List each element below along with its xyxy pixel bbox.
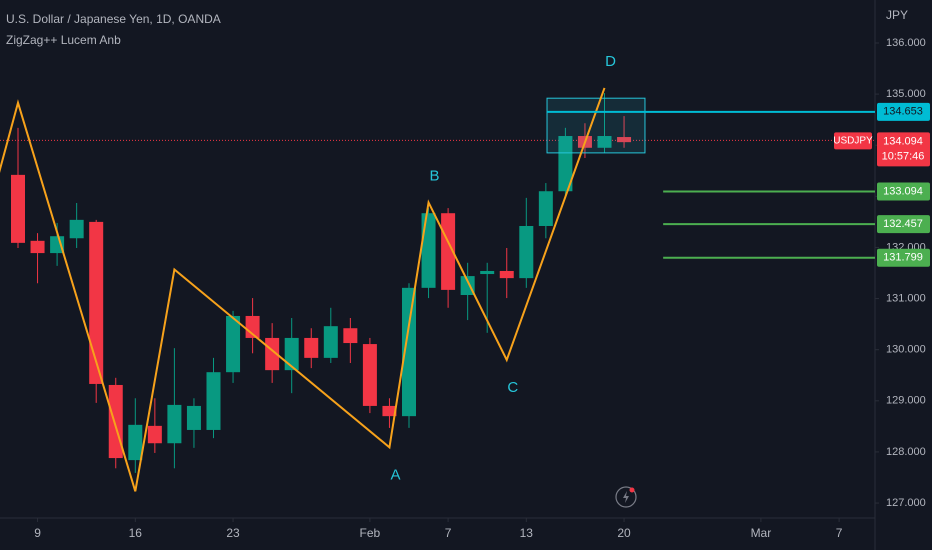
candle-body [519,225,534,279]
candle-body [89,221,104,384]
countdown-label: 10:57:46 [882,150,925,162]
pivot-label: A [390,466,400,483]
candle-body [343,328,358,344]
level-tag-label: 132.457 [883,218,923,230]
indicator-name: ZigZag++ Lucem Anb [6,33,121,47]
candle-body [441,213,456,290]
x-tick-label: 16 [129,526,143,540]
y-tick-label: 130.000 [886,344,926,356]
pivot-label: B [430,167,440,184]
candle-body [206,372,221,430]
candle-body [186,405,201,430]
alert-icon[interactable] [615,486,637,508]
candle-body [597,136,612,148]
x-tick-label: 9 [34,526,41,540]
candle-body [323,326,338,358]
candle-body [30,240,45,254]
y-tick-label: 128.000 [886,446,926,458]
candle-body [226,315,241,373]
candle-body [362,344,377,406]
x-tick-label: 7 [836,526,843,540]
candle-body [538,191,553,226]
candle-body [421,213,436,288]
candle-body [499,270,514,279]
symbol-tag [834,132,872,150]
candle-body [304,337,319,358]
y-tick-label: 131.000 [886,292,926,304]
level-tag [877,215,930,234]
candle-body [617,137,632,143]
level-tag [877,182,930,201]
y-tick-label: 136.000 [886,37,926,49]
zigzag-line [0,87,606,492]
symbol-tag-label: USDJPY [833,136,873,147]
price-tag [877,132,930,167]
chart-title: U.S. Dollar / Japanese Yen, 1D, OANDA [6,12,221,26]
price-tag-label: 134.094 [883,135,923,147]
candle-body [108,384,123,459]
candle-body [480,270,495,275]
candle-body [167,404,182,444]
y-tick-label: 135.000 [886,88,926,100]
x-tick-label: 13 [520,526,534,540]
x-tick-label: Feb [360,526,381,540]
candle-body [128,424,143,461]
candle-body [402,287,416,417]
candle-body [265,337,280,371]
candle-body [69,219,84,239]
candle-body [11,174,25,243]
level-tag [877,248,930,267]
candle-body [558,136,573,192]
pivot-label: C [507,379,518,396]
y-tick-label: 127.000 [886,497,926,509]
candle-body [382,405,397,417]
y-tick-label: 129.000 [886,395,926,407]
target-tag [877,102,930,121]
x-tick-label: 23 [226,526,240,540]
pattern-box [546,97,646,154]
target-tag-label: 134.653 [883,106,923,118]
level-tag-label: 133.094 [883,185,923,197]
x-tick-label: Mar [751,526,772,540]
level-tag-label: 131.799 [883,252,923,264]
candle-body [284,337,299,371]
candle-body [147,425,162,444]
currency-label: JPY [886,8,908,22]
x-tick-label: 7 [445,526,452,540]
pivot-label: D [605,53,616,70]
x-tick-label: 20 [617,526,631,540]
